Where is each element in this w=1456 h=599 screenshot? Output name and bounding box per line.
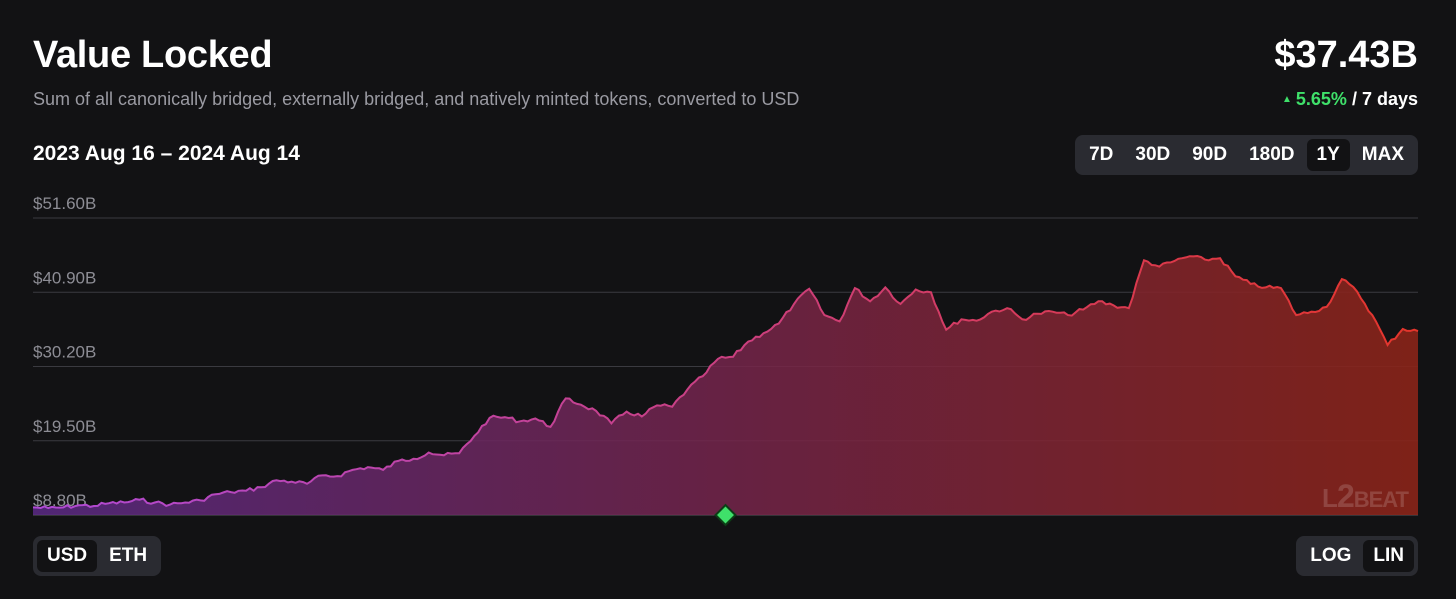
- value-locked-chart[interactable]: $8.80B $19.50B $30.20B $40.90B $51.60B: [0, 180, 1456, 530]
- unit-button-eth[interactable]: ETH: [109, 545, 148, 566]
- range-button-30d[interactable]: 30D: [1135, 144, 1171, 165]
- time-range-selector: 7D 30D 90D 180D 1Y MAX: [1075, 135, 1418, 175]
- y-tick-label: $19.50B: [33, 417, 96, 436]
- value-area: [33, 256, 1418, 515]
- unit-selector: USD ETH: [33, 536, 162, 576]
- y-axis-labels: $8.80B $19.50B $30.20B $40.90B $51.60B: [33, 194, 96, 510]
- y-tick-label: $51.60B: [33, 194, 96, 213]
- unit-button-usd[interactable]: USD: [37, 540, 98, 572]
- milestone-diamond-icon[interactable]: [714, 503, 737, 527]
- value-change: ▲ 5.65% / 7 days: [1282, 89, 1418, 110]
- y-tick-label: $8.80B: [33, 491, 87, 510]
- scale-selector: LOG LIN: [1296, 536, 1418, 576]
- range-button-1y[interactable]: 1Y: [1306, 139, 1350, 171]
- range-button-7d[interactable]: 7D: [1089, 144, 1114, 165]
- change-percent: 5.65%: [1295, 89, 1347, 109]
- page-subtitle: Sum of all canonically bridged, external…: [33, 89, 800, 109]
- y-tick-label: $40.90B: [33, 268, 96, 287]
- page-title: Value Locked: [33, 34, 273, 76]
- total-value: $37.43B: [1274, 34, 1418, 76]
- change-period: / 7 days: [1351, 89, 1418, 109]
- l2beat-logo: L2BEAT: [1322, 478, 1409, 514]
- y-tick-label: $30.20B: [33, 343, 96, 362]
- scale-button-log[interactable]: LOG: [1310, 545, 1352, 566]
- scale-button-lin[interactable]: LIN: [1363, 540, 1414, 572]
- value-line: [32, 254, 1419, 510]
- arrow-up-icon: ▲: [1281, 94, 1292, 105]
- milestone-marker[interactable]: [714, 503, 737, 527]
- date-range: 2023 Aug 16 – 2024 Aug 14: [33, 142, 300, 165]
- range-button-180d[interactable]: 180D: [1249, 144, 1295, 165]
- range-button-max[interactable]: MAX: [1361, 144, 1404, 165]
- range-button-90d[interactable]: 90D: [1192, 144, 1228, 165]
